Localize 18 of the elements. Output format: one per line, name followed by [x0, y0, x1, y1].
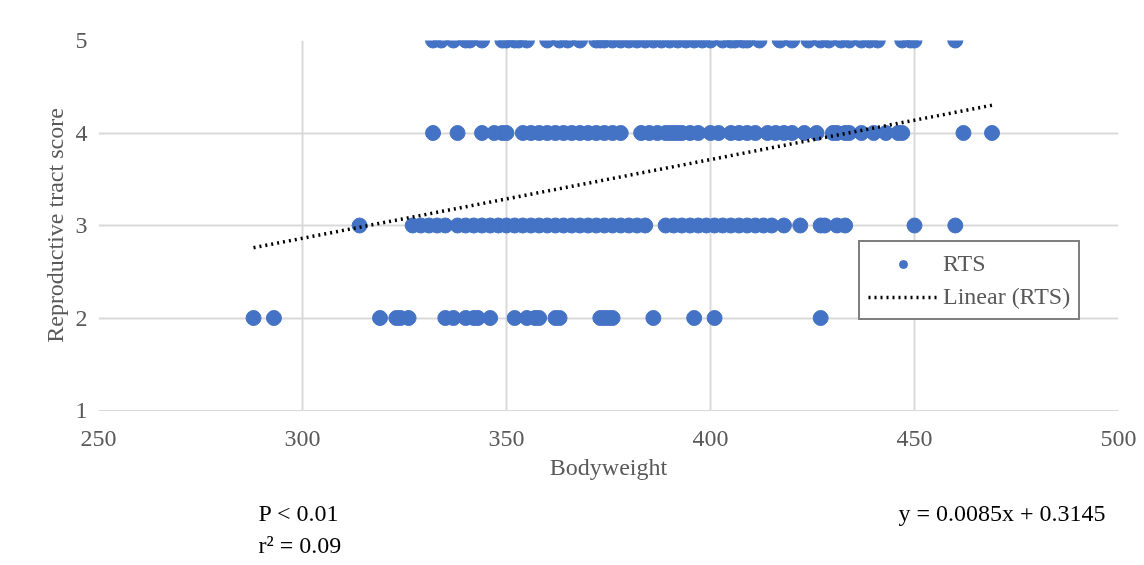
x-tick-label: 250 — [80, 424, 117, 451]
x-axis-title: Bodyweight — [549, 453, 668, 480]
x-tick-label: 400 — [692, 424, 729, 451]
x-tick-label: 500 — [1100, 424, 1137, 451]
text: P < 0.01 — [258, 499, 339, 526]
y-tick-label: 1 — [75, 397, 88, 423]
y-tick-label: 2 — [75, 304, 88, 331]
x-tick-label: 300 — [284, 424, 321, 451]
x-tick-label: 450 — [896, 424, 933, 451]
x-tick-label: 350 — [488, 424, 525, 451]
y-tick-label: 3 — [75, 212, 88, 238]
text: r² = 0.09 — [258, 531, 342, 558]
y-tick-label: 5 — [75, 27, 88, 53]
legend-label: Linear (RTS) — [943, 283, 1071, 310]
legend-label: RTS — [943, 250, 986, 277]
y-axis-title: Reproductive tract score — [41, 108, 68, 343]
text: y = 0.0085x + 0.3145 — [898, 499, 1106, 526]
y-tick-label: 4 — [75, 119, 88, 146]
